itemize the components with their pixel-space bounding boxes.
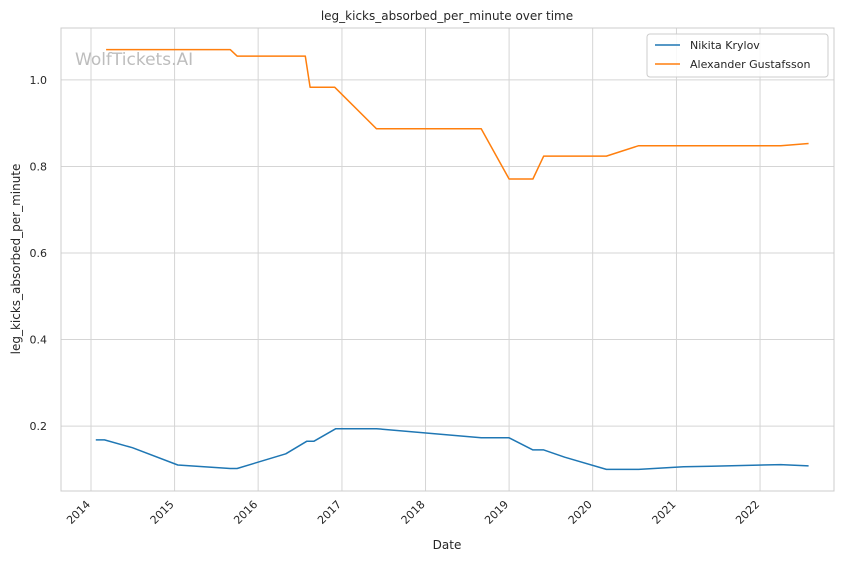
x-tick-label: 2022: [733, 498, 762, 527]
grid: [61, 28, 834, 491]
plot-frame: [60, 27, 835, 492]
x-tick-label: 2020: [566, 498, 595, 527]
y-tick-label: 0.8: [30, 160, 48, 173]
series-lines: [95, 48, 809, 471]
y-axis-label: leg_kicks_absorbed_per_minute: [9, 164, 23, 355]
x-tick-label: 2021: [650, 498, 679, 527]
x-tick-labels: 2014 2015 2016 2017 2018 2019 2020 2021 2022: [64, 498, 762, 527]
x-tick-label: 2018: [399, 498, 428, 527]
legend-box: [646, 33, 829, 78]
legend: Nikita Krylov Alexander Gustafsson: [646, 33, 829, 78]
y-tick-label: 1.0: [30, 74, 48, 87]
plot-area: [61, 28, 834, 491]
x-tick-label: 2016: [231, 498, 260, 527]
x-tick-label: 2014: [64, 498, 93, 527]
y-tick-label: 0.4: [30, 334, 48, 347]
x-tick-label: 2017: [315, 498, 344, 527]
x-tick-label: 2015: [148, 498, 177, 527]
legend-label-nikita-krylov: Nikita Krylov: [690, 39, 760, 52]
y-tick-labels: 0.2 0.4 0.6 0.8 1.0: [30, 74, 48, 433]
series-line-nikita-krylov: [95, 427, 809, 471]
x-axis-label: Date: [433, 538, 462, 552]
legend-label-alexander-gustafsson: Alexander Gustafsson: [690, 58, 810, 71]
chart-title: leg_kicks_absorbed_per_minute over time: [321, 9, 573, 23]
y-tick-label: 0.2: [30, 420, 48, 433]
watermark: WolfTickets.AI: [75, 50, 193, 70]
x-tick-label: 2019: [482, 498, 511, 527]
y-tick-label: 0.6: [30, 247, 48, 260]
series-line-alexander-gustafsson: [106, 48, 809, 180]
